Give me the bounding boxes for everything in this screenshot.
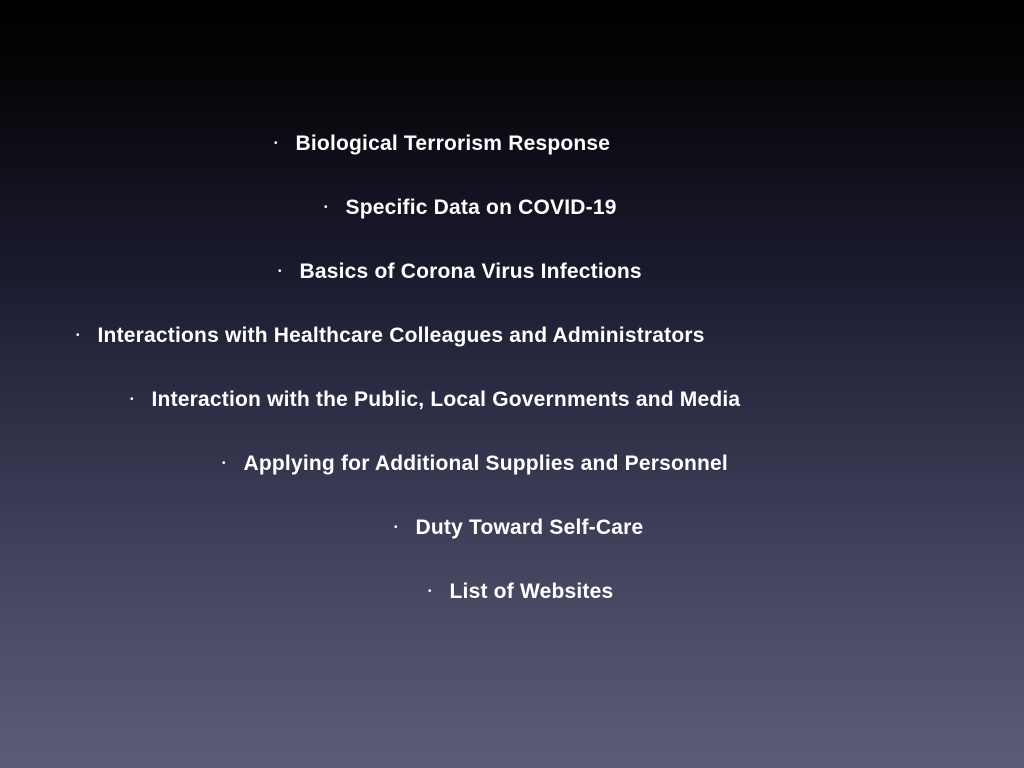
bullet-icon: • (76, 331, 80, 341)
list-item: • Basics of Corona Virus Infections (278, 260, 642, 284)
bullet-icon: • (222, 459, 226, 469)
list-item-label: Applying for Additional Supplies and Per… (244, 452, 728, 476)
list-item: • Applying for Additional Supplies and P… (222, 452, 728, 476)
list-item-label: Specific Data on COVID-19 (346, 196, 617, 220)
list-item: • List of Websites (428, 580, 613, 604)
list-item: • Interactions with Healthcare Colleague… (76, 324, 705, 348)
bullet-icon: • (130, 395, 134, 405)
bullet-icon: • (428, 587, 432, 597)
bullet-icon: • (278, 267, 282, 277)
list-item-label: Basics of Corona Virus Infections (300, 260, 642, 284)
list-item: • Biological Terrorism Response (274, 132, 610, 156)
slide: • Biological Terrorism Response • Specif… (0, 0, 1024, 768)
list-item: • Duty Toward Self-Care (394, 516, 643, 540)
bullet-icon: • (324, 203, 328, 213)
list-item: • Specific Data on COVID-19 (324, 196, 617, 220)
list-item: • Interaction with the Public, Local Gov… (130, 388, 740, 412)
list-item-label: Interactions with Healthcare Colleagues … (98, 324, 705, 348)
list-item-label: Interaction with the Public, Local Gover… (152, 388, 741, 412)
bullet-icon: • (394, 523, 398, 533)
bullet-icon: • (274, 139, 278, 149)
list-item-label: Biological Terrorism Response (296, 132, 611, 156)
list-item-label: Duty Toward Self-Care (416, 516, 644, 540)
list-item-label: List of Websites (450, 580, 614, 604)
